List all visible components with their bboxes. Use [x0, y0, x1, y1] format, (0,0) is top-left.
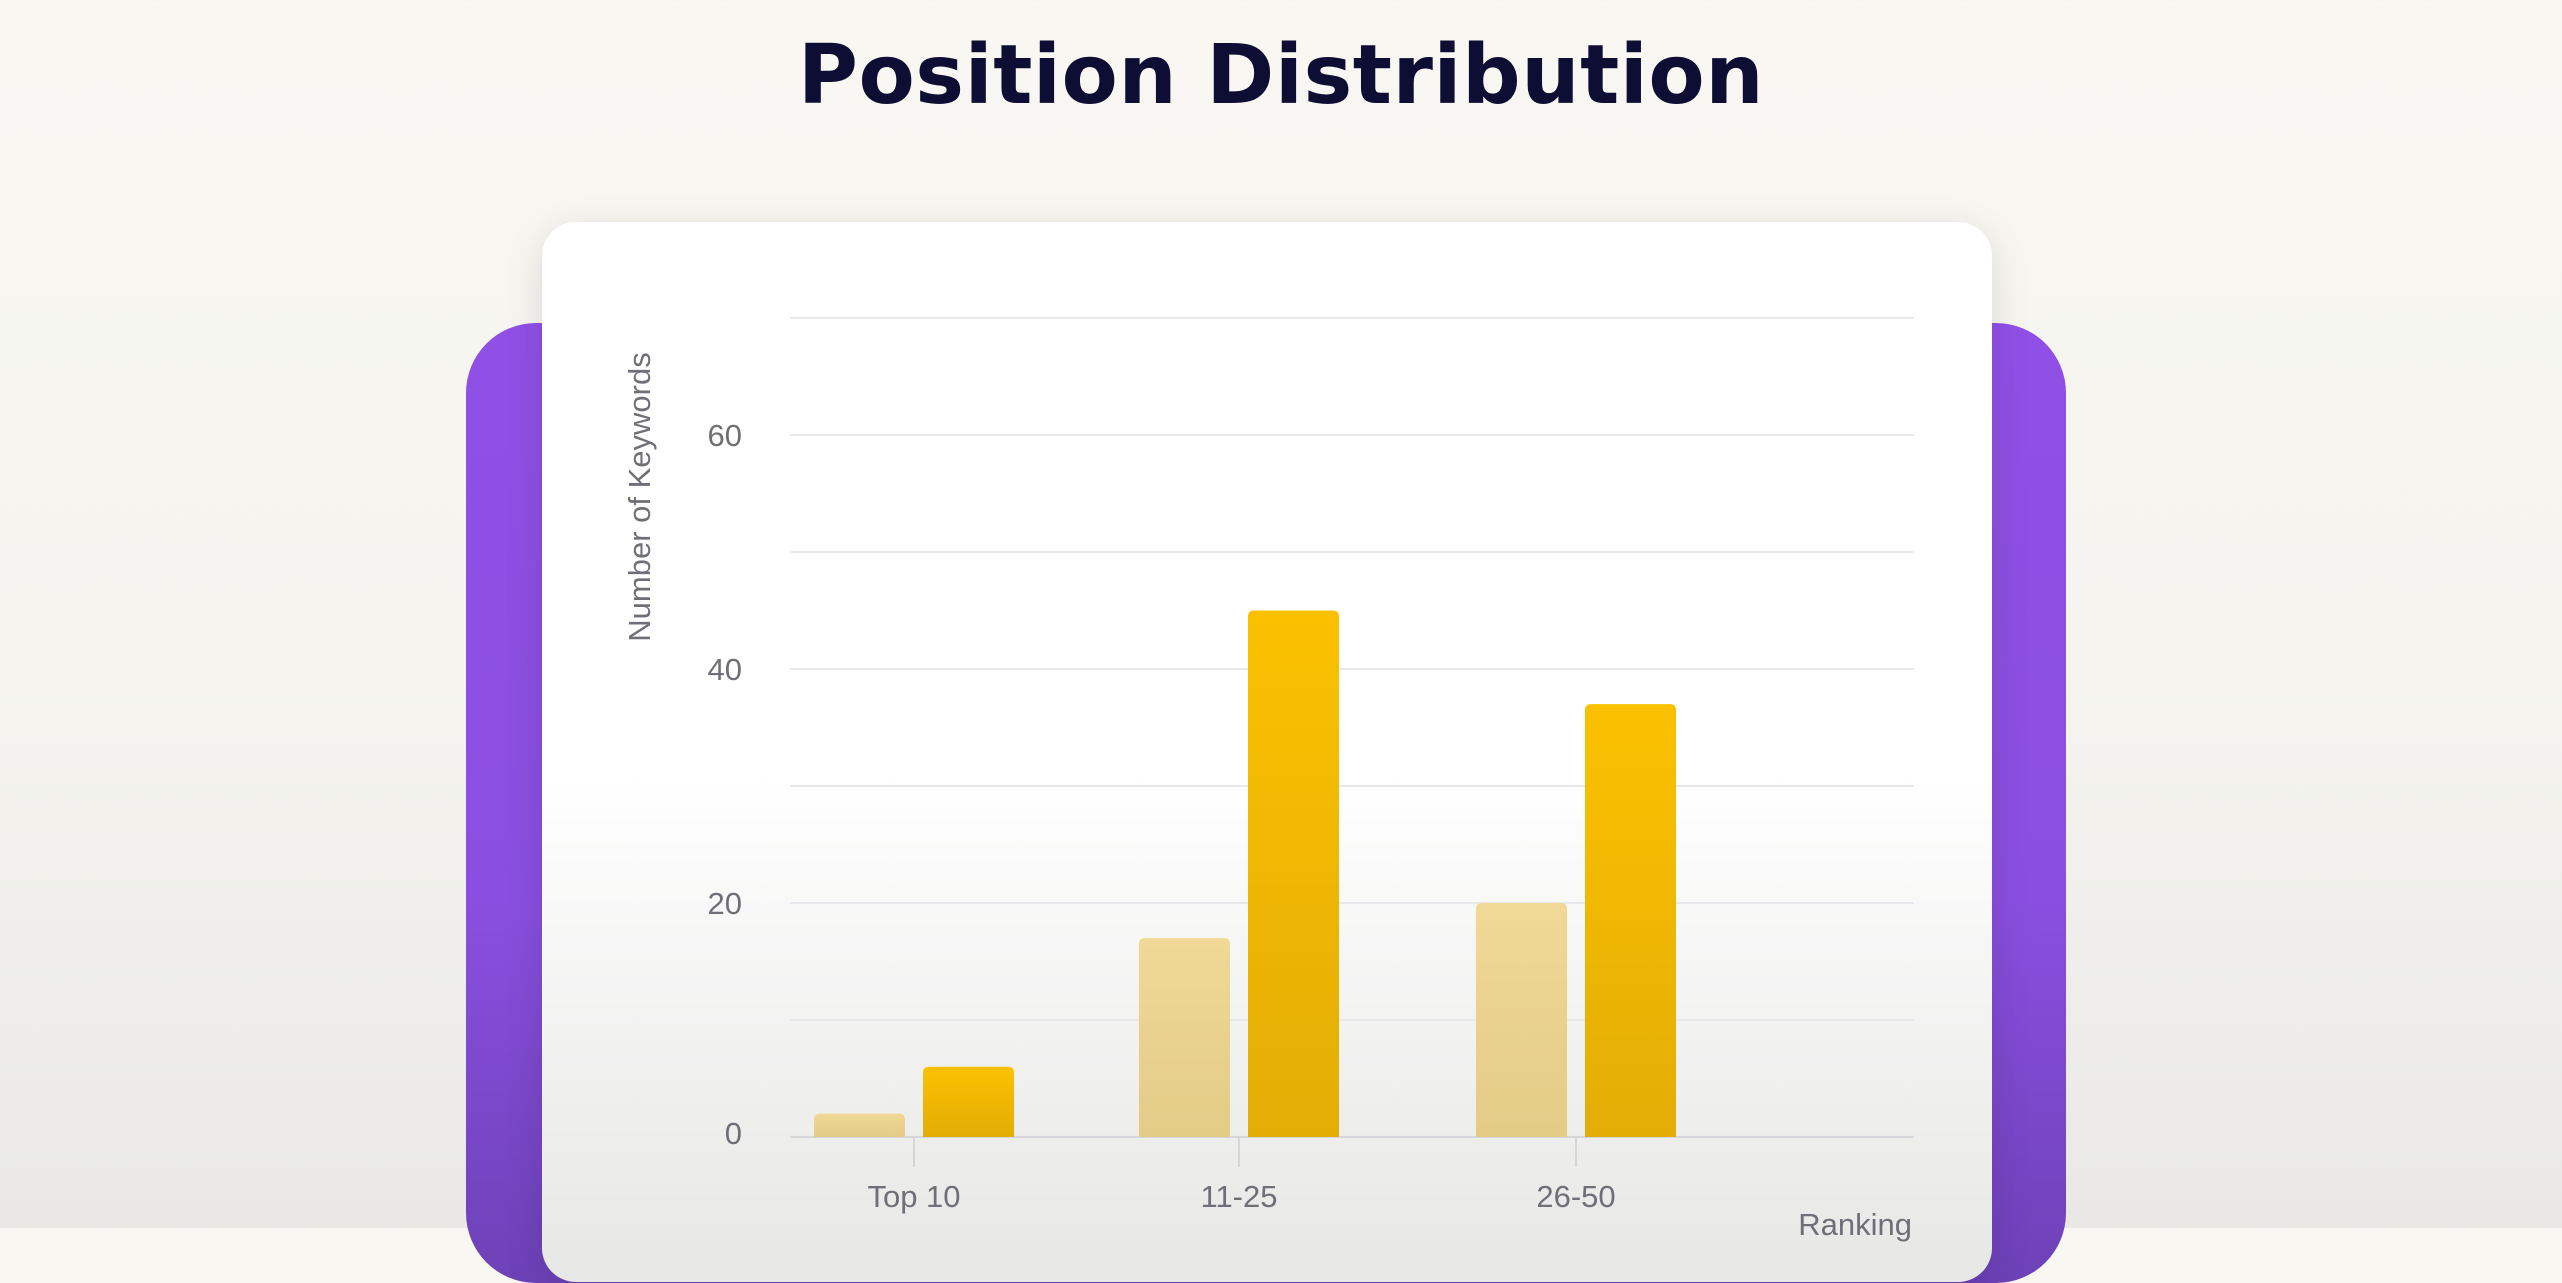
y-axis-title: Number of Keywords	[622, 352, 657, 641]
bar-26-50-series-2	[1585, 704, 1676, 1137]
x-tick-label: 26-50	[1536, 1179, 1615, 1214]
y-tick-label: 0	[725, 1116, 742, 1151]
bar-26-50-series-1	[1476, 903, 1567, 1137]
bar-top-10-series-1	[814, 1113, 905, 1137]
x-tick-label: Top 10	[867, 1179, 960, 1214]
page-title: Position Distribution	[797, 28, 1765, 123]
gridlines	[790, 317, 1914, 1138]
bar-11-25-series-2	[1248, 610, 1339, 1137]
y-tick-label: 60	[708, 418, 742, 453]
y-axis-ticks: 0 20 40 60	[708, 418, 742, 1151]
x-axis-title: Ranking	[1798, 1207, 1912, 1242]
x-axis-ticks: Top 10 11-25 26-50	[867, 1179, 1615, 1214]
chart-card: 0 20 40 60 Top 10 11-25 26-50 Number of Keywo…	[542, 222, 1992, 1282]
bar-11-25-series-1	[1139, 938, 1230, 1137]
x-tick-label: 11-25	[1201, 1179, 1278, 1214]
y-tick-label: 40	[708, 652, 742, 687]
bar-top-10-series-2	[923, 1066, 1014, 1137]
bar-chart: 0 20 40 60 Top 10 11-25 26-50 Number of Keywo…	[622, 317, 1914, 1242]
y-tick-label: 20	[708, 886, 742, 921]
bars	[814, 610, 1676, 1167]
